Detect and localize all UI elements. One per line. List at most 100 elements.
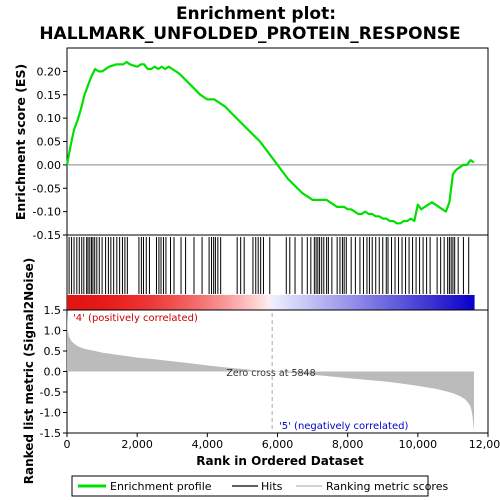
- es-profile-line: [65, 60, 475, 225]
- colorbar-segment: [203, 295, 208, 310]
- colorbar-segment: [309, 295, 314, 310]
- rank-ytick-label: -0.5: [40, 386, 61, 399]
- colorbar-segment: [305, 295, 310, 310]
- colorbar-segment: [319, 295, 324, 310]
- zero-cross-text: Zero cross at 5848: [226, 368, 315, 379]
- colorbar-segment: [288, 295, 293, 310]
- colorbar-segment: [312, 295, 317, 310]
- es-ytick-label: 0.00: [37, 159, 62, 172]
- colorbar-segment: [375, 295, 380, 310]
- rank-ytick-label: -1.0: [40, 407, 61, 420]
- colorbar-segment: [175, 295, 180, 310]
- colorbar-segment: [231, 295, 236, 310]
- colorbar-segment: [470, 295, 475, 310]
- colorbar-segment: [168, 295, 173, 310]
- es-ytick-label: 0.20: [37, 65, 62, 78]
- colorbar-segment: [235, 295, 240, 310]
- rank-xtick-label: 0: [64, 438, 71, 451]
- colorbar-segment: [435, 295, 440, 310]
- colorbar-segment: [361, 295, 366, 310]
- colorbar-segment: [414, 295, 419, 310]
- colorbar-segment: [74, 295, 79, 310]
- es-ytick-label: 0.15: [37, 89, 62, 102]
- colorbar-segment: [245, 295, 251, 310]
- chart-title-line2: HALLMARK_UNFOLDED_PROTEIN_RESPONSE: [39, 24, 460, 44]
- colorbar-segment: [266, 295, 272, 310]
- colorbar-segment: [340, 295, 345, 310]
- colorbar-segment: [77, 295, 82, 310]
- colorbar-segment: [133, 295, 138, 310]
- rank-ytick-label: 1.0: [44, 325, 62, 338]
- colorbar-segment: [81, 295, 86, 310]
- colorbar-segment: [417, 295, 422, 310]
- rank-ytick-label: 0.5: [44, 345, 62, 358]
- colorbar-segment: [158, 295, 163, 310]
- colorbar-segment: [449, 295, 454, 310]
- colorbar-segment: [137, 295, 142, 310]
- colorbar-segment: [382, 295, 387, 310]
- rank-xlabel: Rank in Ordered Dataset: [196, 454, 364, 468]
- es-ytick-label: 0.05: [37, 136, 62, 149]
- colorbar-segment: [119, 295, 124, 310]
- es-ytick-label: -0.15: [33, 229, 61, 242]
- legend-rank-label: Ranking metric scores: [326, 480, 448, 493]
- colorbar-segment: [351, 295, 356, 310]
- colorbar-segment: [424, 295, 429, 310]
- colorbar-segment: [172, 295, 177, 310]
- colorbar-segment: [224, 295, 229, 310]
- rank-ytick-label: -1.5: [40, 427, 61, 440]
- colorbar-segment: [165, 295, 170, 310]
- colorbar-segment: [442, 295, 447, 310]
- colorbar-segment: [147, 295, 152, 310]
- colorbar-segment: [95, 295, 100, 310]
- colorbar-segment: [316, 295, 321, 310]
- colorbar-segment: [196, 295, 201, 310]
- colorbar-segment: [116, 295, 121, 310]
- chart-title-line1: Enrichment plot:: [176, 4, 336, 24]
- es-ytick-label: -0.05: [33, 182, 61, 195]
- colorbar-segment: [112, 295, 117, 310]
- es-ytick-label: 0.10: [37, 112, 62, 125]
- colorbar-segment: [410, 295, 415, 310]
- es-ylabel: Enrichment score (ES): [13, 64, 28, 220]
- rank-xtick-label: 4,000: [192, 438, 224, 451]
- negative-class-label: '5' (negatively correlated): [279, 421, 408, 432]
- colorbar-segment: [466, 295, 472, 310]
- colorbar-segment: [421, 295, 426, 310]
- colorbar-segment: [249, 295, 254, 310]
- colorbar-segment: [396, 295, 401, 310]
- colorbar-segment: [354, 295, 359, 310]
- colorbar-segment: [281, 295, 286, 310]
- colorbar-segment: [400, 295, 405, 310]
- colorbar-segment: [221, 295, 226, 310]
- colorbar-segment: [389, 295, 394, 310]
- colorbar-segment: [323, 295, 328, 310]
- rank-colorbar: [67, 295, 475, 310]
- colorbar-segment: [372, 295, 377, 310]
- legend-hits-label: Hits: [261, 480, 283, 493]
- colorbar-segment: [84, 295, 89, 310]
- colorbar-segment: [330, 295, 335, 310]
- rank-ytick-label: 1.5: [44, 304, 62, 317]
- colorbar-segment: [109, 295, 114, 310]
- es-ytick-label: -0.10: [33, 206, 61, 219]
- colorbar-segment: [270, 295, 275, 310]
- colorbar-segment: [358, 295, 363, 310]
- colorbar-segment: [88, 295, 93, 310]
- colorbar-segment: [459, 295, 465, 310]
- colorbar-segment: [182, 295, 187, 310]
- es-y-axis: 0.20 0.15 0.10 0.05 0.00 -0.05 -0.10 -0.15: [33, 65, 67, 242]
- colorbar-segment: [333, 295, 338, 310]
- colorbar-segment: [179, 295, 184, 310]
- colorbar-segment: [186, 295, 191, 310]
- rank-ylabel: Ranked list metric (Signal2Noise): [22, 258, 36, 485]
- colorbar-segment: [144, 295, 149, 310]
- colorbar-segment: [214, 295, 219, 310]
- colorbar-segment: [302, 295, 307, 310]
- positive-class-label: '4' (positively correlated): [73, 313, 198, 324]
- colorbar-segment: [130, 295, 135, 310]
- colorbar-segment: [277, 295, 282, 310]
- colorbar-segment: [193, 295, 198, 310]
- colorbar-segment: [154, 295, 159, 310]
- colorbar-segment: [98, 295, 103, 310]
